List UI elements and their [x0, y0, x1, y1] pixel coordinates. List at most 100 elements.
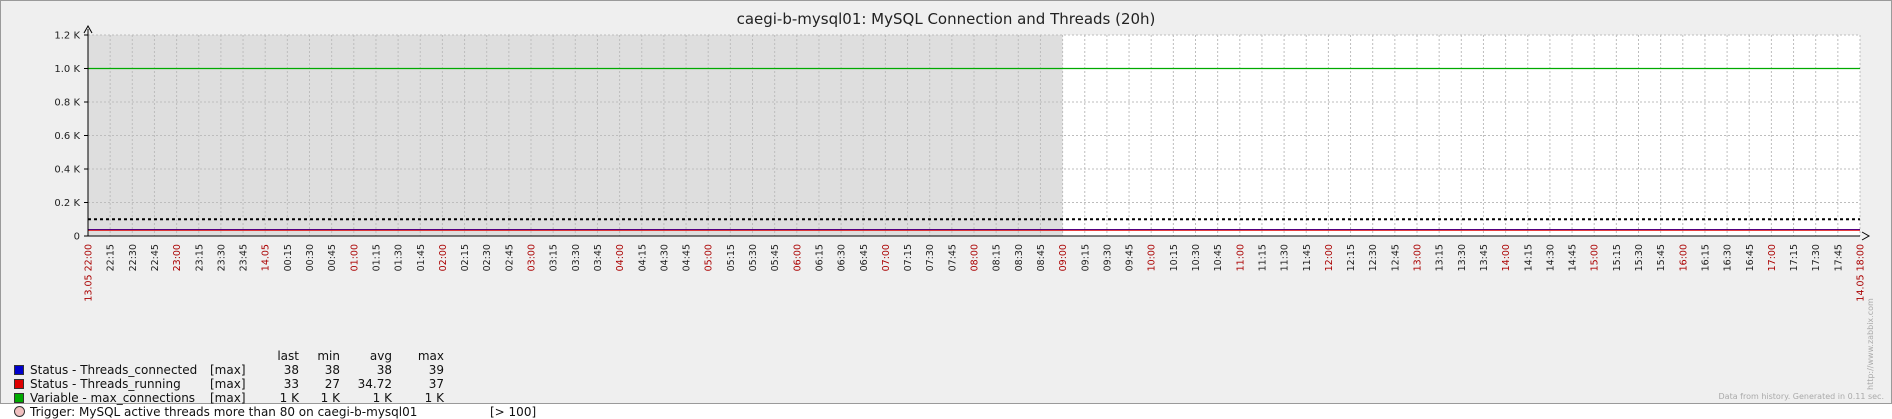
x-tick-label: 12:45	[1390, 244, 1401, 271]
x-tick-label: 06:45	[859, 244, 870, 271]
x-tick-label: 17:15	[1789, 244, 1800, 271]
x-tick-label: 12:15	[1346, 244, 1357, 271]
x-tick-label: 05:15	[726, 244, 737, 271]
legend-function: [max]	[210, 363, 246, 377]
x-tick-label: 02:00	[438, 244, 449, 271]
y-tick-label: 0.6 K	[54, 131, 80, 142]
legend-min: 1 K	[300, 391, 340, 405]
x-tick-label: 06:15	[814, 244, 825, 271]
legend-swatch-trigger	[14, 406, 25, 417]
x-tick-label: 11:00	[1235, 244, 1246, 271]
x-tick-label: 10:15	[1169, 244, 1180, 271]
x-tick-label: 01:15	[371, 244, 382, 271]
x-tick-label: 06:00	[792, 244, 803, 271]
legend-item-trigger: Trigger: MySQL active threads more than …	[14, 405, 534, 419]
x-tick-label: 23:00	[172, 244, 183, 271]
side-watermark: http://www.zabbix.com	[1866, 270, 1876, 400]
x-tick-label: 14:00	[1501, 244, 1512, 271]
legend-max: 1 K	[404, 391, 444, 405]
footer-note: Data from history. Generated in 0.11 sec…	[1719, 392, 1884, 401]
x-tick-label: 00:45	[327, 244, 338, 271]
x-tick-label: 11:45	[1302, 244, 1313, 271]
x-tick-label: 07:30	[925, 244, 936, 271]
x-tick-label: 16:30	[1723, 244, 1734, 271]
x-tick-label: 23:30	[216, 244, 227, 271]
legend-header-min: min	[300, 349, 340, 363]
x-tick-label: 04:45	[682, 244, 693, 271]
x-tick-label: 12:30	[1368, 244, 1379, 271]
x-tick-label: 14:45	[1568, 244, 1579, 271]
legend-name: Status - Threads_connected	[30, 363, 197, 377]
x-tick-label: 10:30	[1191, 244, 1202, 271]
x-tick-label: 03:30	[571, 244, 582, 271]
x-axis-arrow	[1862, 232, 1869, 240]
x-tick-label: 15:30	[1634, 244, 1645, 271]
y-tick-label: 0.2 K	[54, 198, 80, 209]
legend-last: 1 K	[259, 391, 299, 405]
legend-swatch-max-connections	[14, 393, 24, 403]
x-tick-label: 22:45	[150, 244, 161, 271]
x-tick-label: 08:00	[970, 244, 981, 271]
legend-function: [max]	[210, 377, 246, 391]
x-tick-label: 07:15	[903, 244, 914, 271]
x-tick-label: 01:30	[394, 244, 405, 271]
x-tick-label: 17:30	[1811, 244, 1822, 271]
x-tick-label: 14:30	[1545, 244, 1556, 271]
legend-header-row: last min avg max	[14, 349, 534, 363]
legend-item-threads-connected: Status - Threads_connected [max] 38 38 3…	[14, 363, 534, 377]
x-tick-label: 11:15	[1257, 244, 1268, 271]
legend-max: 39	[404, 363, 444, 377]
x-tick-label: 23:15	[194, 244, 205, 271]
x-tick-label: 15:45	[1656, 244, 1667, 271]
legend-header-max: max	[404, 349, 444, 363]
x-tick-label: 15:15	[1612, 244, 1623, 271]
x-tick-label: 04:00	[615, 244, 626, 271]
y-tick-label: 0.8 K	[54, 98, 80, 109]
x-tick-label: 08:45	[1036, 244, 1047, 271]
legend-swatch-threads-running	[14, 379, 24, 389]
x-tick-label: 14.05	[261, 244, 272, 271]
x-tick-label: 22:30	[128, 244, 139, 271]
legend-function: [max]	[210, 391, 246, 405]
side-watermark-text: http://www.zabbix.com	[1866, 298, 1875, 390]
x-tick-label: 23:45	[239, 244, 250, 271]
x-tick-label: 00:15	[283, 244, 294, 271]
chart-svg: 00.2 K0.4 K0.6 K0.8 K1.0 K1.2 K 13.05 22…	[0, 0, 1892, 345]
x-tick-label: 04:30	[659, 244, 670, 271]
legend-header-avg: avg	[352, 349, 392, 363]
x-tick-label: 14:15	[1523, 244, 1534, 271]
legend-item-max-connections: Variable - max_connections [max] 1 K 1 K…	[14, 391, 534, 405]
x-tick-label: 13:00	[1413, 244, 1424, 271]
x-tick-label: 17:45	[1833, 244, 1844, 271]
legend-last: 33	[259, 377, 299, 391]
legend-name: Status - Threads_running	[30, 377, 181, 391]
x-tick-label: 11:30	[1280, 244, 1291, 271]
y-tick-label: 1.0 K	[54, 64, 80, 75]
x-tick-label: 02:30	[482, 244, 493, 271]
legend-min: 27	[300, 377, 340, 391]
legend-min: 38	[300, 363, 340, 377]
x-tick-label: 04:15	[637, 244, 648, 271]
x-tick-label: 05:00	[704, 244, 715, 271]
legend-item-threads-running: Status - Threads_running [max] 33 27 34.…	[14, 377, 534, 391]
x-tick-label: 22:15	[106, 244, 117, 271]
x-tick-label: 16:15	[1700, 244, 1711, 271]
y-tick-label: 1.2 K	[54, 31, 80, 42]
x-tick-label: 12:00	[1324, 244, 1335, 271]
x-tick-label: 05:45	[770, 244, 781, 271]
x-tick-label: 10:45	[1213, 244, 1224, 271]
x-tick-label: 08:15	[992, 244, 1003, 271]
x-tick-label: 13:15	[1435, 244, 1446, 271]
x-tick-label: 13.05 22:00	[84, 244, 95, 302]
x-tick-label: 06:30	[837, 244, 848, 271]
x-tick-label: 13:30	[1457, 244, 1468, 271]
x-tick-label: 05:30	[748, 244, 759, 271]
legend-avg: 38	[352, 363, 392, 377]
legend-avg: 34.72	[352, 377, 392, 391]
x-tick-label: 03:45	[593, 244, 604, 271]
x-tick-label: 10:00	[1147, 244, 1158, 271]
legend-last: 38	[259, 363, 299, 377]
legend-avg: 1 K	[352, 391, 392, 405]
x-tick-label: 01:45	[416, 244, 427, 271]
trigger-label: Trigger: MySQL active threads more than …	[30, 405, 417, 419]
